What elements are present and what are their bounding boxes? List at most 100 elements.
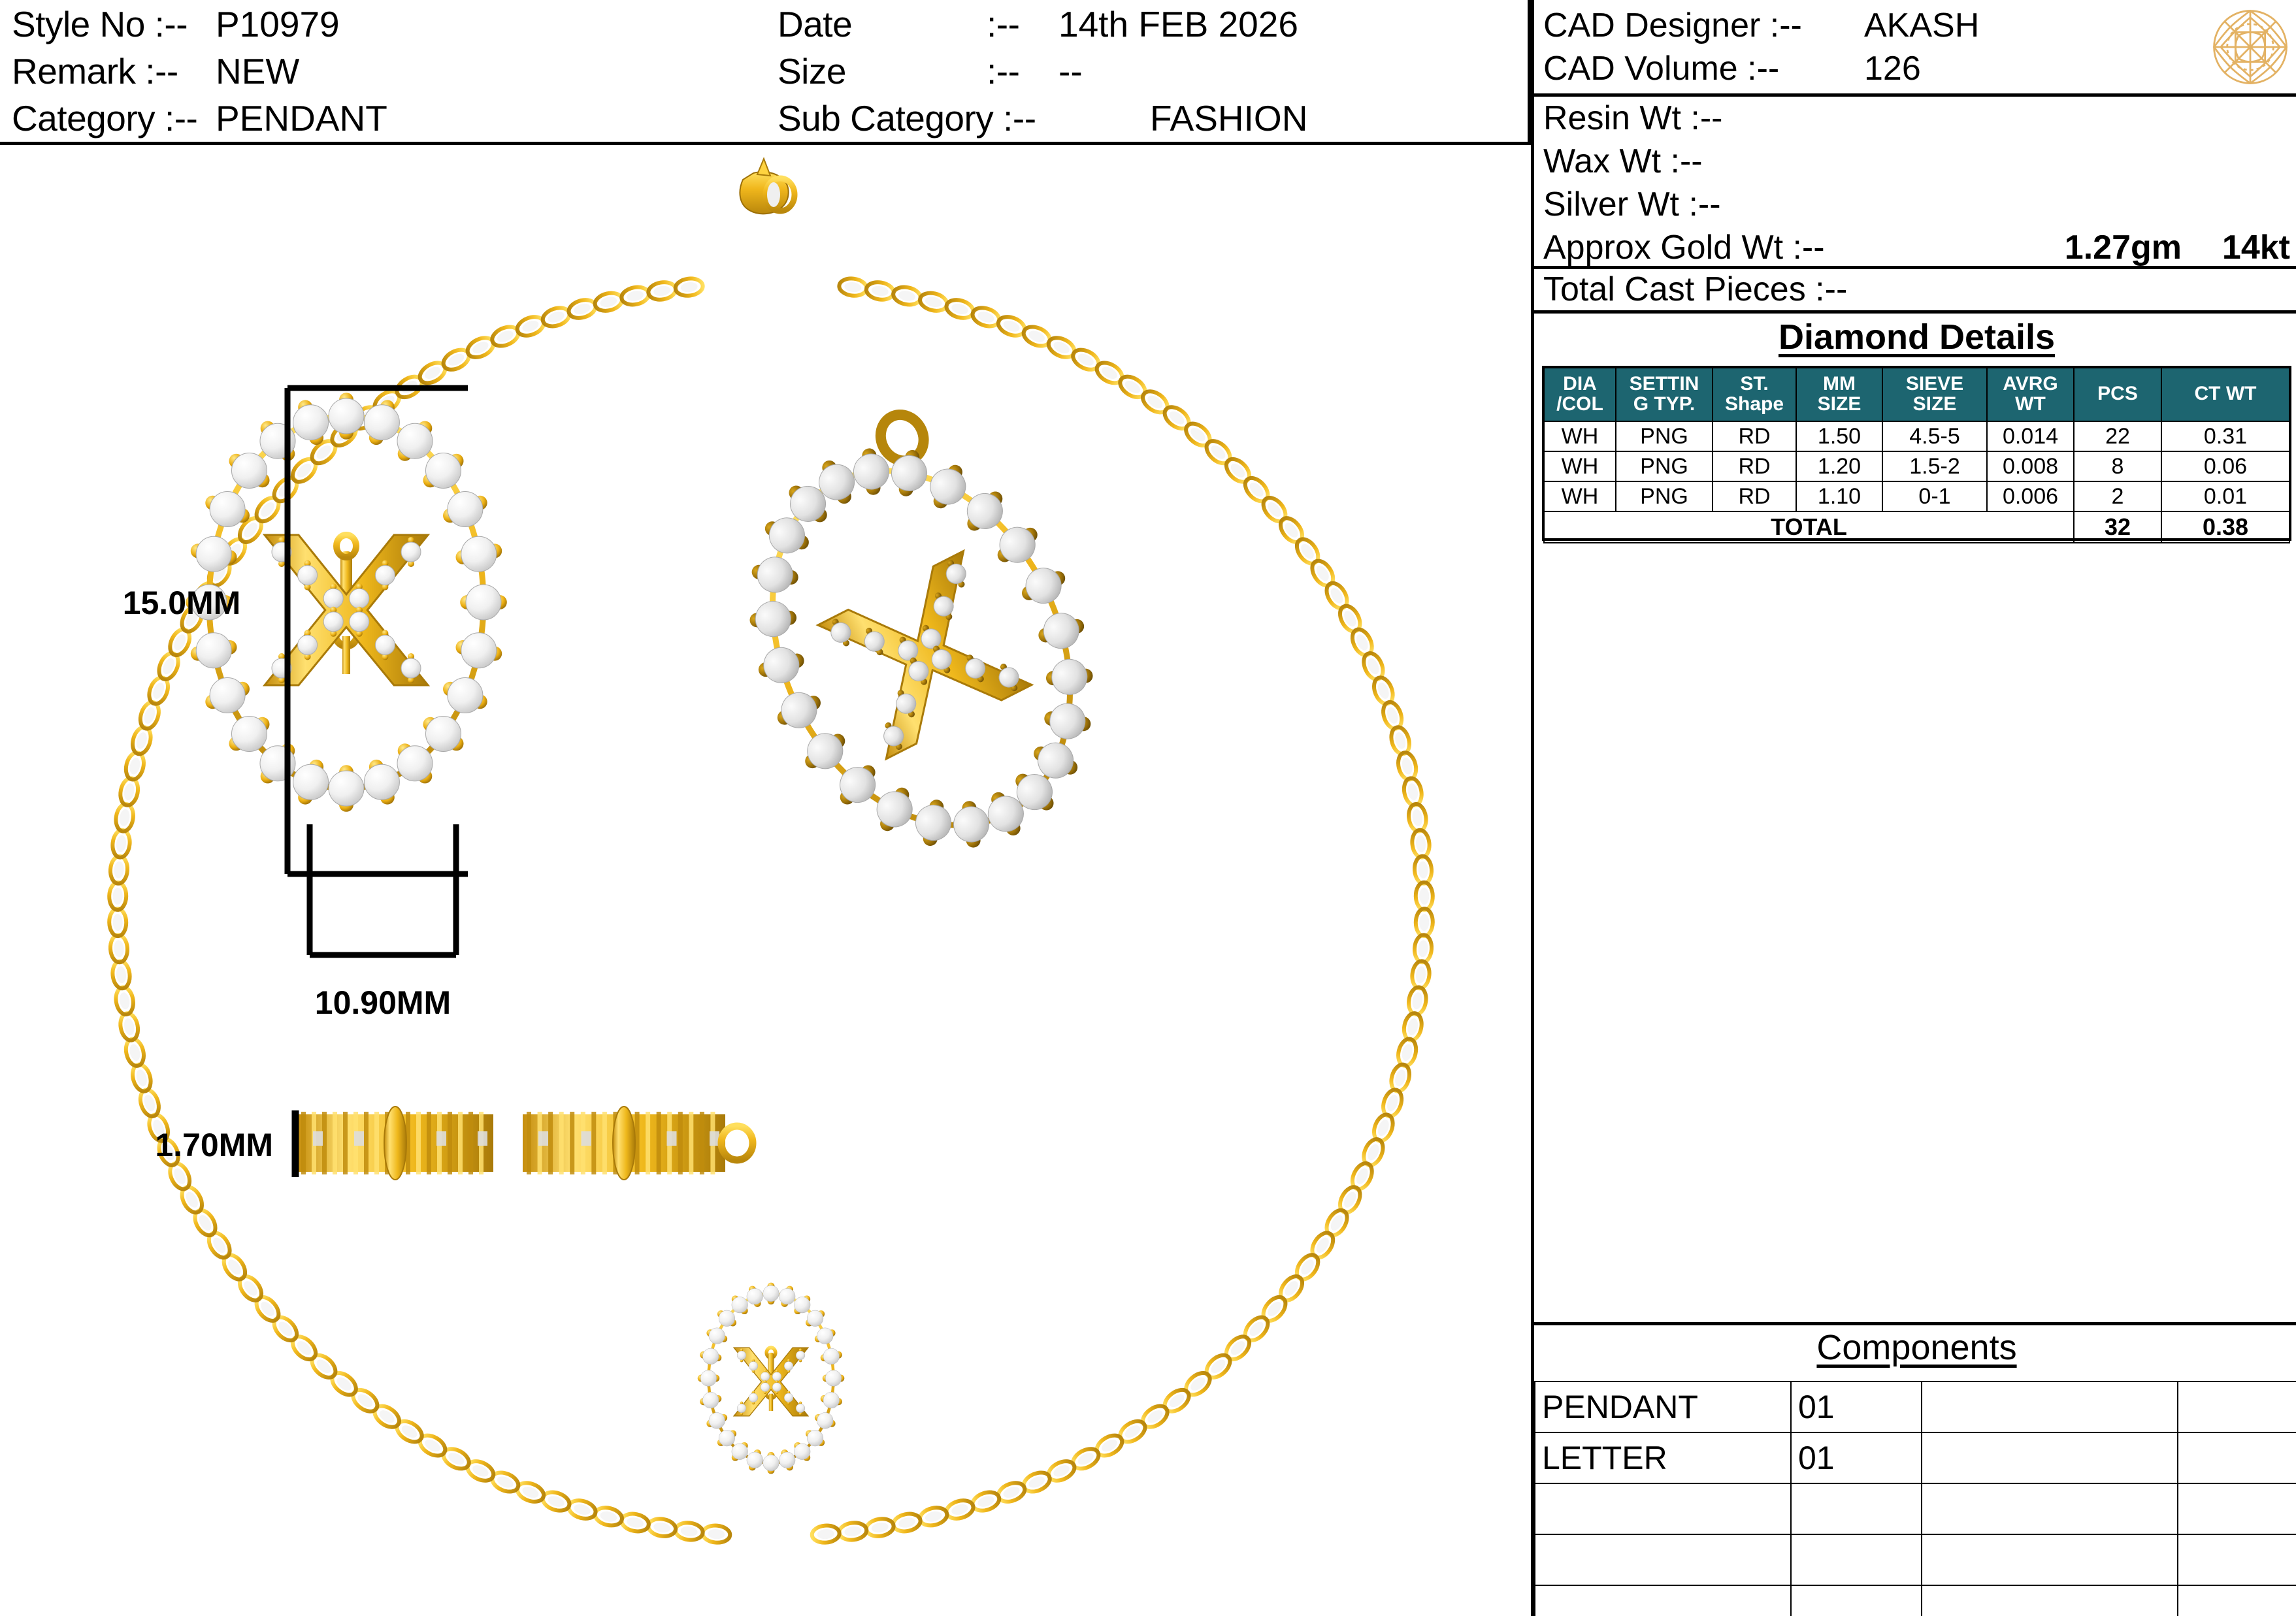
chain-link	[235, 1272, 265, 1304]
diamond-stone	[349, 611, 370, 632]
components-title: Components	[1816, 1328, 2017, 1367]
diamond-stone	[718, 1430, 735, 1447]
chain-link	[1415, 909, 1433, 937]
chain-link	[109, 909, 127, 937]
diamond-cell: 1.5-2	[1882, 451, 1988, 482]
diamond-stone	[933, 596, 954, 617]
component-row	[1534, 1534, 2296, 1586]
component-cell	[2177, 1534, 2296, 1586]
silver-weight-row: Silver Wt :-- 1.04gm	[1534, 183, 2296, 226]
diamond-stone	[779, 1451, 796, 1468]
side-ridge	[602, 1112, 607, 1174]
gold-weight-label: Approx Gold Wt :--	[1543, 229, 1825, 267]
chain-link	[1182, 419, 1214, 450]
cast-pieces-row: Total Cast Pieces :-- 02	[1534, 269, 2296, 310]
diamond-cell: 0.008	[1986, 451, 2075, 482]
diamond-stone	[931, 649, 952, 670]
diamond-cell: 1.50	[1796, 421, 1883, 452]
chain-link	[1182, 1368, 1214, 1399]
diamond-stone	[465, 584, 502, 621]
diamond-stone	[915, 805, 951, 841]
diamond-stone	[297, 565, 318, 586]
dimension-width-label: 10.90MM	[315, 984, 451, 1021]
diamond-cell: 22	[2073, 421, 2162, 452]
date-label: Date	[778, 4, 853, 44]
sub-category-value: FASHION	[1150, 98, 1308, 138]
prong-bead	[798, 1412, 802, 1415]
component-cell	[2177, 1381, 2296, 1433]
chain-link	[123, 751, 146, 781]
chain-link	[1276, 514, 1306, 546]
component-row: LETTER 01	[1534, 1432, 2296, 1484]
chain-link	[620, 285, 650, 307]
chain-link	[1259, 494, 1290, 526]
necklace-pendant	[697, 1282, 845, 1474]
diamond-cell: 0.006	[1986, 481, 2075, 512]
pendant-front-view	[186, 393, 507, 812]
category-label: Category :--	[12, 98, 198, 138]
chain-link	[1396, 1037, 1419, 1068]
chain-link	[1241, 474, 1272, 505]
diamond-stone	[876, 791, 913, 828]
prong-bead	[330, 583, 337, 590]
side-stone-glint	[313, 1131, 323, 1146]
side-ridge	[570, 1112, 575, 1174]
prong-bead	[408, 537, 414, 543]
chain-link	[328, 1368, 360, 1399]
diamond-stone	[823, 1392, 840, 1409]
chain-link	[892, 1511, 922, 1534]
chain-link	[620, 1511, 650, 1534]
cad-info-block: CAD Designer :-- AKASH CAD Volume :-- 12…	[1534, 0, 2296, 97]
side-ridge	[468, 1112, 473, 1174]
diamond-stone	[349, 588, 370, 609]
cast-pieces-block: Total Cast Pieces :-- 02	[1534, 269, 2296, 314]
col-avrg-wt: AVRG WT	[1986, 367, 2075, 422]
chain-link	[865, 1517, 895, 1538]
diamond-table-row: WH PNG RD 1.20 1.5-2 0.008 8 0.06	[1543, 451, 2290, 482]
chain-link	[892, 285, 922, 307]
diamond-stone	[1043, 613, 1079, 649]
chain-link	[1292, 1251, 1322, 1283]
prong-bead	[330, 606, 337, 613]
prong-bead	[278, 677, 285, 683]
diamond-stone	[760, 1382, 770, 1392]
chain-link	[593, 1505, 624, 1528]
side-ridge	[427, 1112, 431, 1174]
diamond-stone	[825, 1370, 842, 1387]
silver-weight-label: Silver Wt :--	[1543, 186, 1721, 223]
prong-bead	[751, 1370, 755, 1373]
date-value: 14th FEB 2026	[1058, 4, 1298, 44]
diamond-stone	[763, 647, 800, 683]
chain-link	[1411, 960, 1430, 990]
diamond-stone	[702, 1392, 719, 1409]
dimension-width	[306, 824, 459, 958]
diamond-cell: 0-1	[1882, 481, 1988, 512]
diamond-stone	[768, 517, 805, 554]
diamond-cell: RD	[1712, 451, 1797, 482]
diamond-total-label: TOTAL	[1543, 511, 2075, 543]
components-table: PENDANT 01 LETTER 01	[1534, 1381, 2296, 1616]
prong-bead	[355, 606, 363, 613]
component-row: PENDANT 01	[1534, 1381, 2296, 1433]
chain-link	[1222, 455, 1253, 486]
diamond-stone	[807, 1310, 824, 1327]
diamond-stone	[864, 631, 885, 652]
diamond-stone	[807, 1430, 824, 1447]
component-cell	[2177, 1585, 2296, 1616]
component-cell	[2177, 1432, 2296, 1484]
diamond-stone	[700, 1370, 717, 1387]
side-ridge	[548, 1112, 553, 1174]
diamond-stone	[779, 1288, 796, 1305]
side-ridge	[591, 1112, 597, 1174]
diamond-total-ct: 0.38	[2161, 511, 2290, 543]
diamond-stone	[817, 1327, 834, 1344]
diamond-stone	[1051, 658, 1088, 695]
diamond-cell: 0.06	[2161, 451, 2290, 482]
diamond-stone	[702, 1348, 719, 1365]
col-ct-wt: CT WT	[2161, 367, 2290, 422]
diamond-stone	[763, 1455, 779, 1472]
diamond-stone	[840, 767, 876, 803]
diamond-stone	[425, 716, 461, 752]
wax-weight-label: Wax Wt :--	[1543, 142, 1703, 180]
prong-bead	[304, 583, 311, 590]
